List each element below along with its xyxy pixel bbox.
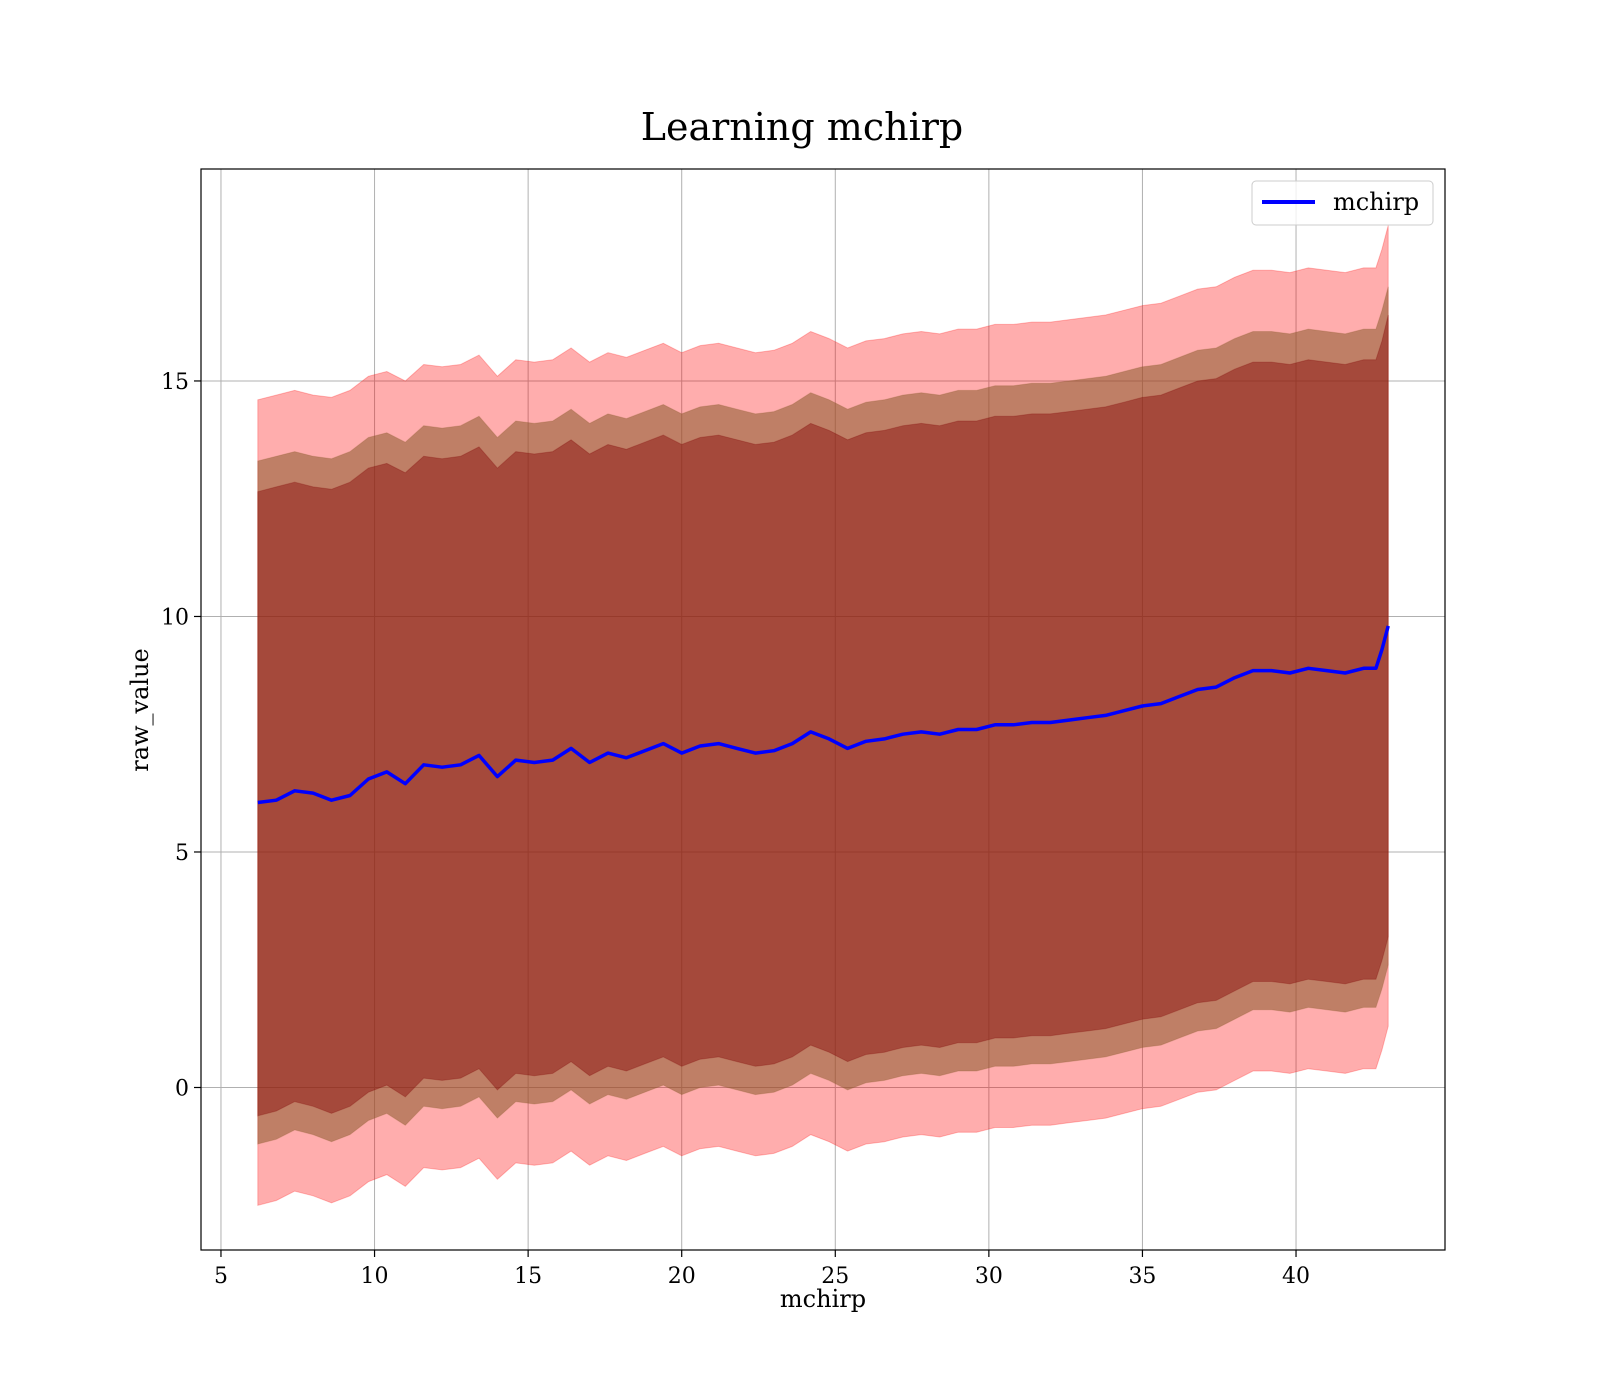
band-middle: [257, 286, 1389, 1145]
legend-box: [1251, 180, 1434, 226]
confidence-bands: [257, 225, 1389, 1206]
x-tick-label: 5: [214, 1264, 228, 1289]
y-tick-label: 10: [161, 605, 189, 630]
legend-label-mchirp: mchirp: [1333, 188, 1419, 216]
chart-title: Learning mchirp: [641, 105, 963, 149]
y-tick-label: 0: [175, 1076, 189, 1101]
plot-frame: [200, 168, 1446, 1251]
x-tick-label: 25: [821, 1264, 849, 1289]
x-tick-label: 30: [975, 1264, 1003, 1289]
x-tick-label: 40: [1282, 1264, 1310, 1289]
y-axis-ticks: 0 5 10 15: [161, 370, 201, 1101]
y-tick-label: 5: [175, 841, 189, 866]
x-axis-ticks: 5 10 15 20 25 30 35 40: [214, 1250, 1310, 1289]
series-line-mchirp: [257, 625, 1390, 805]
x-tick-label: 15: [514, 1264, 542, 1289]
legend: mchirp: [1251, 180, 1434, 226]
x-axis-label: mchirp: [780, 1285, 866, 1313]
y-tick-label: 15: [161, 370, 189, 395]
x-tick-label: 35: [1128, 1264, 1156, 1289]
series-lines: [257, 625, 1390, 805]
y-axis-label: raw_value: [126, 648, 154, 772]
x-tick-label: 10: [361, 1264, 389, 1289]
x-tick-label: 20: [668, 1264, 696, 1289]
band-inner: [257, 314, 1389, 1117]
